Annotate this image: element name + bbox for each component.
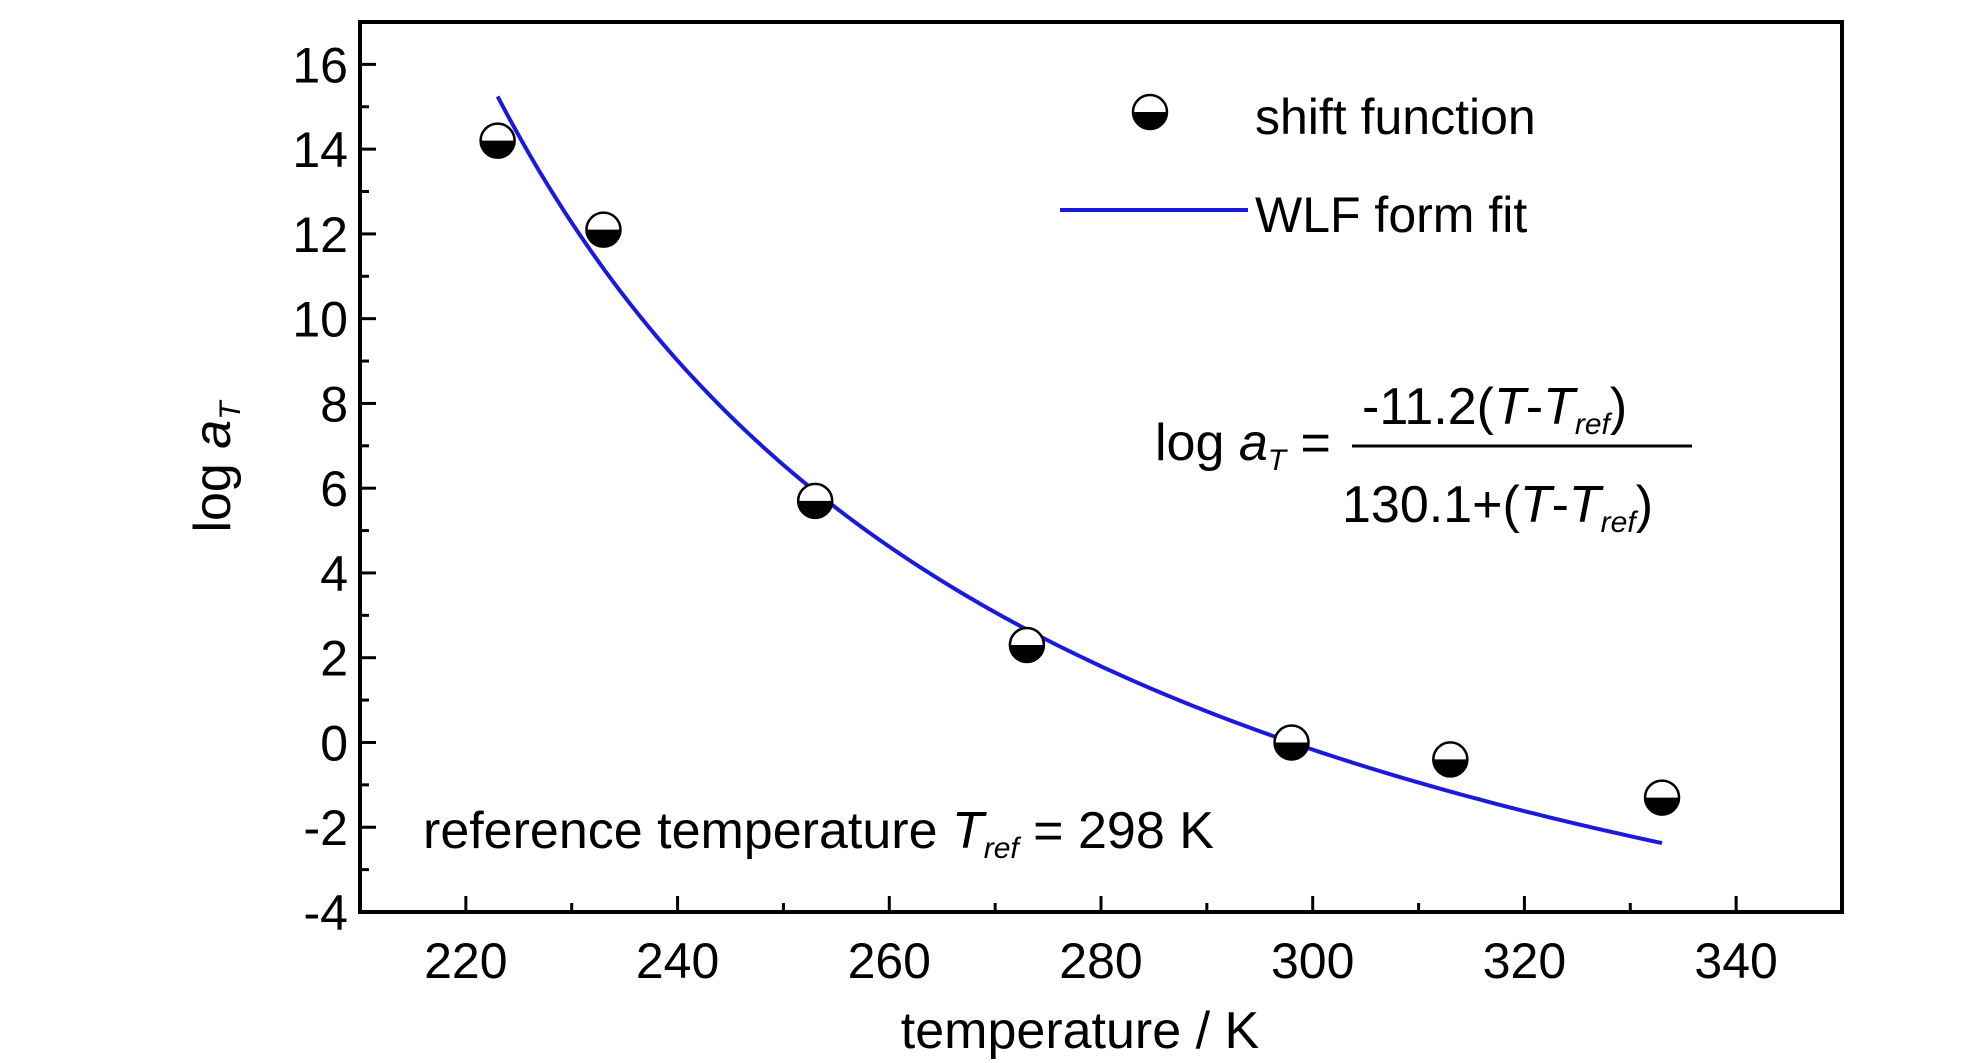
marker-fill	[586, 229, 621, 247]
y-tick-label: -2	[304, 800, 348, 856]
x-axis-title: temperature / K	[901, 1002, 1260, 1060]
marker-fill	[480, 140, 515, 158]
marker-fill	[1645, 797, 1680, 815]
y-tick-label: 14	[292, 122, 348, 178]
marker-fill	[798, 500, 833, 518]
marker-fill	[1433, 759, 1468, 777]
y-tick-label: 8	[320, 376, 348, 432]
marker-fill	[1274, 742, 1309, 760]
data-point	[1008, 626, 1046, 664]
data-point	[1273, 724, 1310, 761]
marker-fill	[1009, 645, 1044, 662]
y-tick-label: -4	[304, 885, 348, 941]
y-tick-label: 2	[320, 631, 348, 687]
axis-ticks	[358, 20, 1844, 914]
y-tick-label: 10	[292, 292, 348, 348]
equation-lhs: log aT =	[1155, 414, 1331, 477]
y-tick-label: 12	[292, 207, 348, 263]
wlf-fit-line	[495, 95, 1663, 846]
plot-frame	[358, 20, 1844, 914]
legend-label-wlf-fit: WLF form fit	[1255, 187, 1527, 243]
equation-denominator: 130.1+(T-Tref)	[1342, 476, 1653, 539]
y-tick-label: 4	[320, 546, 348, 602]
x-tick-label: 340	[1694, 933, 1777, 989]
x-tick-label: 280	[1059, 933, 1142, 989]
legend: shift function WLF form fit	[1060, 89, 1536, 243]
equation-numerator: -11.2(T-Tref)	[1362, 378, 1627, 441]
x-tick-label: 260	[848, 933, 931, 989]
x-tick-label: 320	[1483, 933, 1566, 989]
y-axis-title: log aT	[184, 399, 247, 533]
reference-temperature-annotation: reference temperature Tref = 298 K	[423, 802, 1214, 865]
data-point	[1643, 779, 1681, 816]
y-tick-label: 6	[320, 461, 348, 517]
data-points	[479, 122, 1681, 816]
x-tick-label: 240	[636, 933, 719, 989]
legend-marker-shift-function	[1131, 93, 1169, 131]
marker-fill	[1133, 112, 1167, 129]
legend-label-shift-function: shift function	[1255, 89, 1536, 145]
y-tick-label: 0	[320, 715, 348, 771]
legend-marker-symbol	[1131, 93, 1169, 131]
x-tick-label: 300	[1271, 933, 1354, 989]
tick-labels: 220 240 260 280 300 320 340 -4 -2 0 2 4 6 8 10 12 14 16	[292, 37, 1777, 989]
y-tick-label: 16	[292, 37, 348, 93]
data-point	[1432, 741, 1469, 778]
x-tick-label: 220	[424, 933, 507, 989]
data-point	[585, 211, 622, 248]
wlf-equation: log aT = -11.2(T-Tref) 130.1+(T-Tref)	[1155, 378, 1692, 539]
data-point	[479, 122, 516, 159]
data-point	[796, 482, 834, 520]
